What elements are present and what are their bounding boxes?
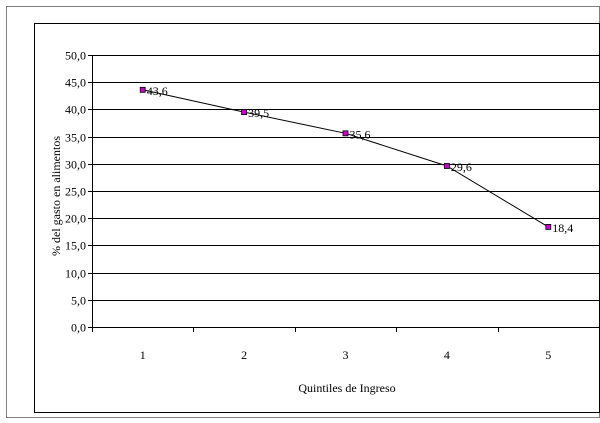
y-tick-label: 5,0 xyxy=(71,294,86,308)
data-point xyxy=(443,163,450,169)
x-tick-label: 1 xyxy=(140,348,146,362)
y-tick-label: 20,0 xyxy=(65,212,86,226)
data-label: 35,6 xyxy=(350,127,371,141)
data-point xyxy=(241,109,248,116)
y-tick-label: 0,0 xyxy=(71,321,86,335)
x-tick-label: 4 xyxy=(444,348,450,362)
data-label: 29,6 xyxy=(451,160,472,174)
x-axis-label: Quintiles de Ingreso xyxy=(298,381,395,395)
plot-area: 0,0 5,0 10,0 15,0 20,0 25,0 30,0 35,0 40,0 45,0 50… xyxy=(65,49,600,362)
data-point xyxy=(545,224,552,230)
y-axis-label: % del gasto en alimentos xyxy=(49,136,63,256)
y-tick-label: 30,0 xyxy=(65,158,86,172)
x-tick-label: 2 xyxy=(241,348,247,362)
data-label: 43,6 xyxy=(147,84,168,98)
x-tick-label: 3 xyxy=(343,348,349,362)
y-tick-label: 15,0 xyxy=(65,239,86,253)
y-tick-label: 50,0 xyxy=(65,49,86,63)
y-tick-label: 45,0 xyxy=(65,76,86,90)
y-tick-label: 10,0 xyxy=(65,267,86,281)
y-tick-label: 25,0 xyxy=(65,185,86,199)
y-tick-label: 35,0 xyxy=(65,131,86,145)
data-point xyxy=(342,130,349,137)
y-tick-label: 40,0 xyxy=(65,103,86,117)
x-tick-label: 5 xyxy=(545,348,551,362)
data-label: 39,5 xyxy=(248,106,269,120)
data-label: 18,4 xyxy=(552,221,573,235)
data-point xyxy=(139,86,146,93)
